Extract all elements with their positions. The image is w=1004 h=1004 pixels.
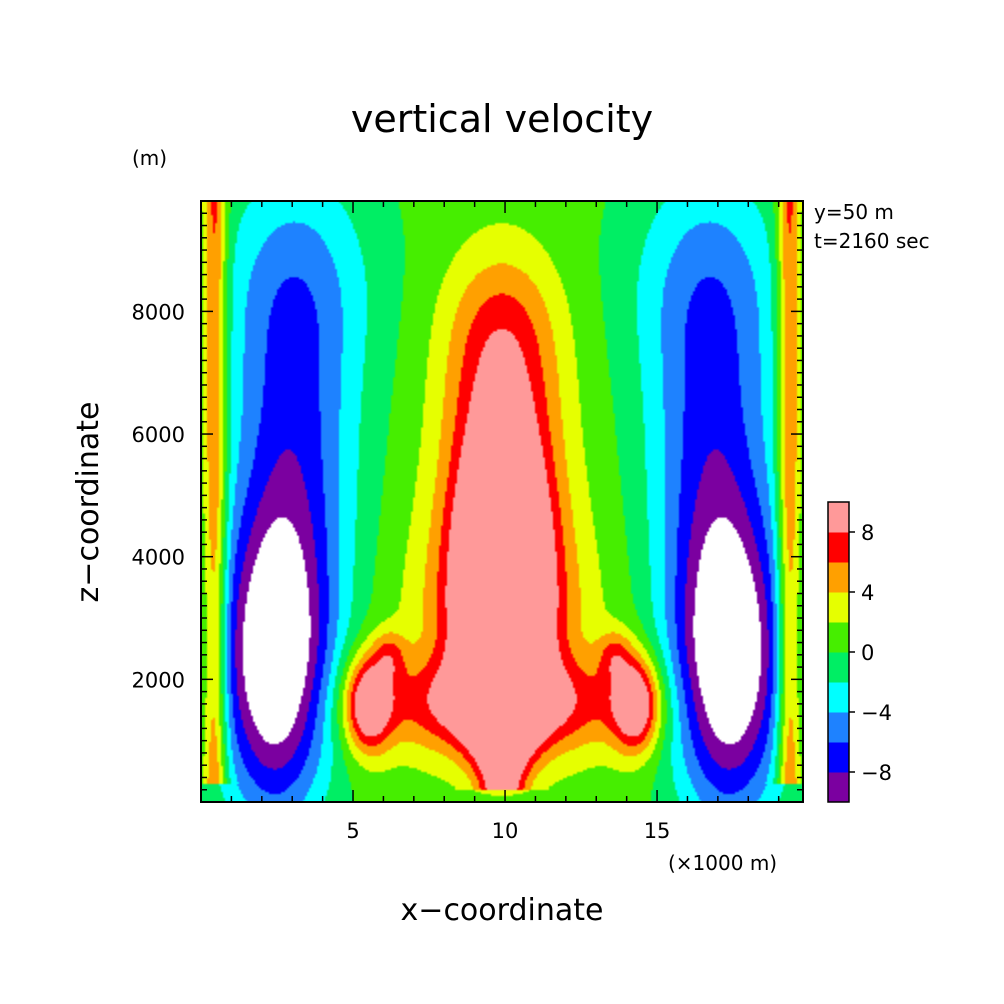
colorbar-swatch: [828, 532, 849, 563]
x-tick-labels: 5 10 15: [346, 819, 670, 843]
x-axis-title: x−coordinate: [401, 893, 604, 928]
colorbar-swatch: [828, 712, 849, 743]
colorbar-swatch: [828, 622, 849, 653]
colorbar-swatch: [828, 562, 849, 593]
plot-frame: [200, 200, 804, 803]
colorbar-swatch: [828, 652, 849, 683]
colorbar-swatch: [828, 592, 849, 623]
chart-title: vertical velocity: [351, 97, 653, 141]
x-unit-label: (×1000 m): [668, 851, 777, 875]
y-tick-label: 4000: [132, 546, 185, 570]
y-tick-label: 6000: [132, 423, 185, 447]
x-tick-label: 10: [492, 819, 519, 843]
colorbar-swatch: [828, 682, 849, 713]
colorbar-swatch: [828, 742, 849, 773]
x-tick-label: 5: [346, 819, 359, 843]
plot-area: [200, 200, 804, 803]
x-tick-label: 15: [644, 819, 671, 843]
colorbar-label: 8: [861, 521, 874, 545]
tick-marks: [201, 200, 803, 802]
colorbar-label: 4: [861, 581, 874, 605]
colorbar: −8 −4 0 4 8: [827, 501, 892, 803]
y-tick-label: 2000: [132, 668, 185, 692]
y-axis-title: z−coordinate: [71, 402, 106, 603]
contour-field: [201, 201, 803, 802]
y-position-annotation: y=50 m: [814, 200, 894, 224]
y-unit-label: (m): [132, 146, 167, 170]
colorbar-label: −8: [861, 761, 892, 785]
colorbar-label: −4: [861, 701, 892, 725]
colorbar-swatch: [828, 772, 849, 803]
colorbar-label: 0: [861, 641, 874, 665]
colorbar-swatch: [828, 502, 849, 533]
time-annotation: t=2160 sec: [814, 229, 930, 253]
y-tick-label: 8000: [132, 300, 185, 324]
y-tick-labels: 2000 4000 6000 8000: [132, 300, 185, 692]
